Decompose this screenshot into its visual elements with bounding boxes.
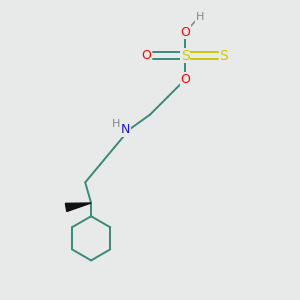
Text: H: H [196,13,204,22]
Text: S: S [181,49,190,63]
Text: N: N [121,123,130,136]
Text: O: O [142,49,152,62]
Text: H: H [112,119,120,129]
Text: O: O [180,26,190,39]
Text: O: O [180,73,190,86]
Polygon shape [65,203,91,212]
Text: S: S [219,49,228,63]
